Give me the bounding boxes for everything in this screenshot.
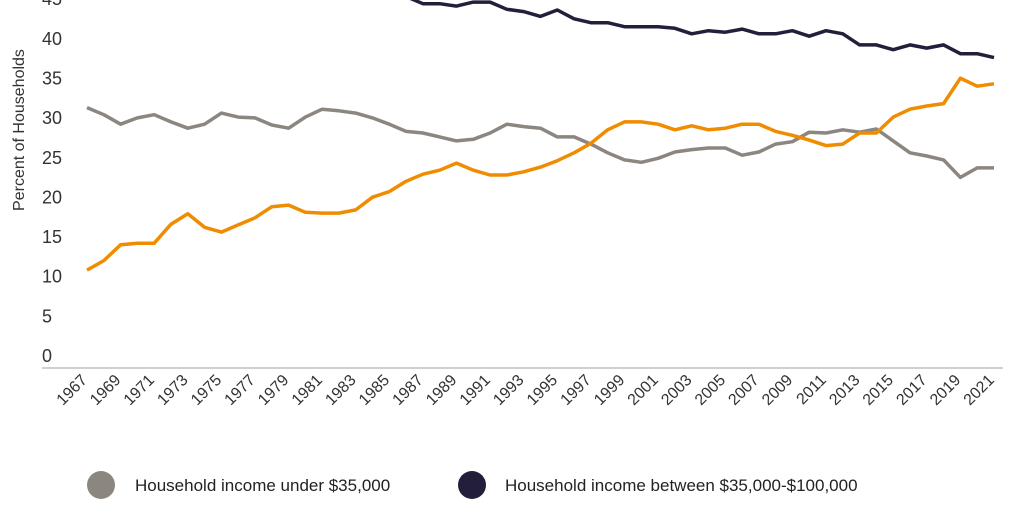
x-tick-label: 1973 — [154, 372, 191, 409]
x-tick-label: 1995 — [524, 372, 561, 409]
y-tick-label: 40 — [42, 29, 62, 49]
y-tick-label: 20 — [42, 187, 62, 207]
y-tick-label: 10 — [42, 267, 62, 287]
y-tick-label: 15 — [42, 227, 62, 247]
y-tick-label: 5 — [42, 306, 52, 326]
series-line-1 — [409, 0, 995, 60]
legend-marker-35k-100k — [458, 471, 486, 499]
x-tick-label: 1971 — [121, 372, 158, 409]
legend-label-35k-100k: Household income between $35,000-$100,00… — [505, 476, 858, 495]
x-tick-label: 2021 — [961, 372, 998, 409]
x-tick-label: 1999 — [591, 372, 628, 409]
x-tick-label: 1989 — [423, 372, 460, 409]
y-axis-label: Percent of Households — [11, 49, 28, 211]
legend-marker-under-35k — [87, 471, 115, 499]
legend: Household income under $35,000 Household… — [87, 471, 858, 499]
x-tick-label: 1981 — [289, 372, 326, 409]
y-tick-label: 35 — [42, 68, 62, 88]
x-tick-label: 1987 — [390, 372, 427, 409]
legend-label-under-35k: Household income under $35,000 — [135, 476, 390, 495]
x-tick-label: 2001 — [625, 372, 662, 409]
x-tick-label: 1979 — [255, 372, 292, 409]
x-tick-label: 2017 — [893, 372, 930, 409]
x-tick-label: 1983 — [322, 372, 359, 409]
y-tick-label: 45 — [42, 0, 62, 9]
x-tick-label: 1977 — [222, 372, 259, 409]
x-tick-label: 2019 — [927, 372, 964, 409]
x-tick-label: 2011 — [794, 372, 830, 408]
series-line-2 — [86, 76, 995, 272]
x-tick-label: 2007 — [725, 372, 762, 409]
x-tick-label: 1991 — [457, 372, 494, 409]
x-tick-label: 2003 — [658, 372, 695, 409]
x-tick-label: 1967 — [54, 372, 91, 409]
y-tick-label: 25 — [42, 148, 62, 168]
x-tick-label: 2015 — [860, 372, 897, 409]
y-tick-label: 0 — [42, 346, 52, 366]
x-tick-label: 1997 — [558, 372, 595, 409]
x-tick-label: 2009 — [759, 372, 796, 409]
x-tick-label: 1975 — [188, 372, 225, 409]
x-tick-label: 1969 — [87, 372, 124, 409]
y-tick-label: 30 — [42, 108, 62, 128]
x-tick-label: 2013 — [826, 372, 863, 409]
series-line-0 — [86, 105, 994, 180]
x-tick-label: 1993 — [490, 372, 527, 409]
x-tick-label: 2005 — [692, 372, 729, 409]
x-tick-label: 1985 — [356, 372, 393, 409]
